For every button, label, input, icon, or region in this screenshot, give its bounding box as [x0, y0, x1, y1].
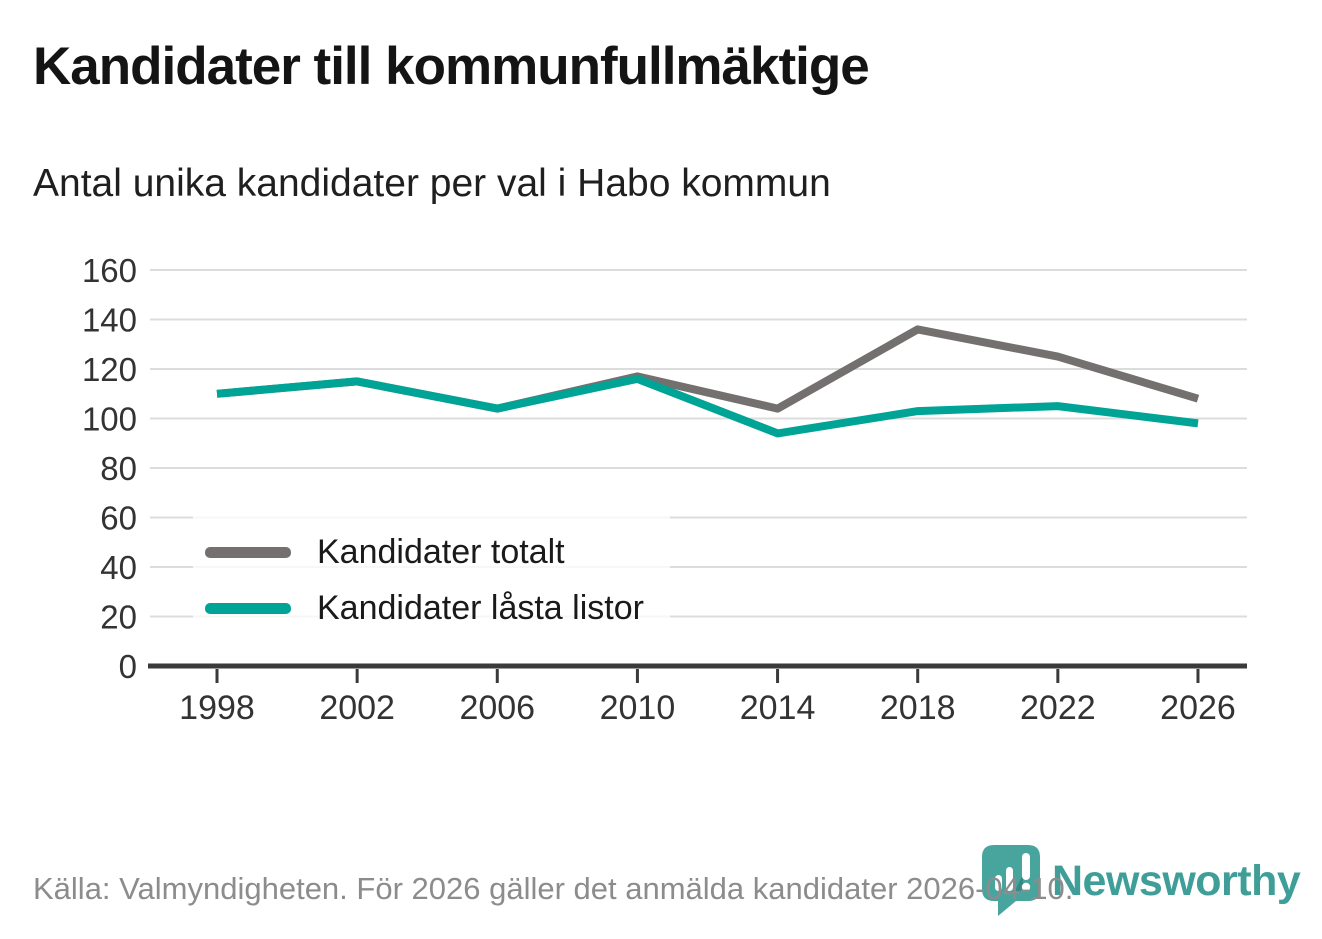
y-tick-label-100: 100 [82, 401, 137, 438]
x-tick-label-2002: 2002 [319, 689, 395, 727]
legend-swatch-totalt [205, 546, 291, 558]
chart-subtitle: Antal unika kandidater per val i Habo ko… [33, 162, 831, 205]
legend-item-kandidater-totalt: Kandidater totalt [205, 524, 644, 580]
legend-label-totalt: Kandidater totalt [317, 532, 565, 571]
y-tick-label-80: 80 [100, 450, 137, 487]
series-line-kandidater-lasta-listor [216, 374, 1199, 438]
x-tick-label-2018: 2018 [880, 689, 956, 727]
x-tick-label-2006: 2006 [459, 689, 535, 727]
newsworthy-wordmark: Newsworthy [1052, 856, 1301, 905]
y-tick-label-120: 120 [82, 351, 137, 388]
x-tick-label-2022: 2022 [1020, 689, 1096, 727]
legend-swatch-lasta-listor [205, 602, 291, 614]
y-tick-label-20: 20 [100, 599, 137, 636]
y-tick-label-160: 160 [82, 252, 137, 289]
y-tick-label-40: 40 [100, 549, 137, 586]
newsworthy-pin-bar-chart-icon [982, 845, 1040, 916]
page-title: Kandidater till kommunfullmäktige [33, 37, 870, 96]
source-note: Källa: Valmyndigheten. För 2026 gäller d… [33, 871, 1074, 906]
legend-item-kandidater-lasta-listor: Kandidater låsta listor [205, 580, 644, 636]
newsworthy-logo: Newsworthy [982, 845, 1301, 917]
x-tick-label-2010: 2010 [600, 689, 676, 727]
y-tick-label-0: 0 [119, 648, 137, 685]
x-tick-label-2014: 2014 [740, 689, 816, 727]
y-tick-label-140: 140 [82, 302, 137, 339]
x-tick-label-2026: 2026 [1160, 689, 1236, 727]
x-tick-label-1998: 1998 [179, 689, 255, 727]
y-tick-label-60: 60 [100, 500, 137, 537]
chart-legend: Kandidater totalt Kandidater låsta listo… [193, 514, 670, 650]
legend-label-lasta-listor: Kandidater låsta listor [317, 588, 644, 627]
